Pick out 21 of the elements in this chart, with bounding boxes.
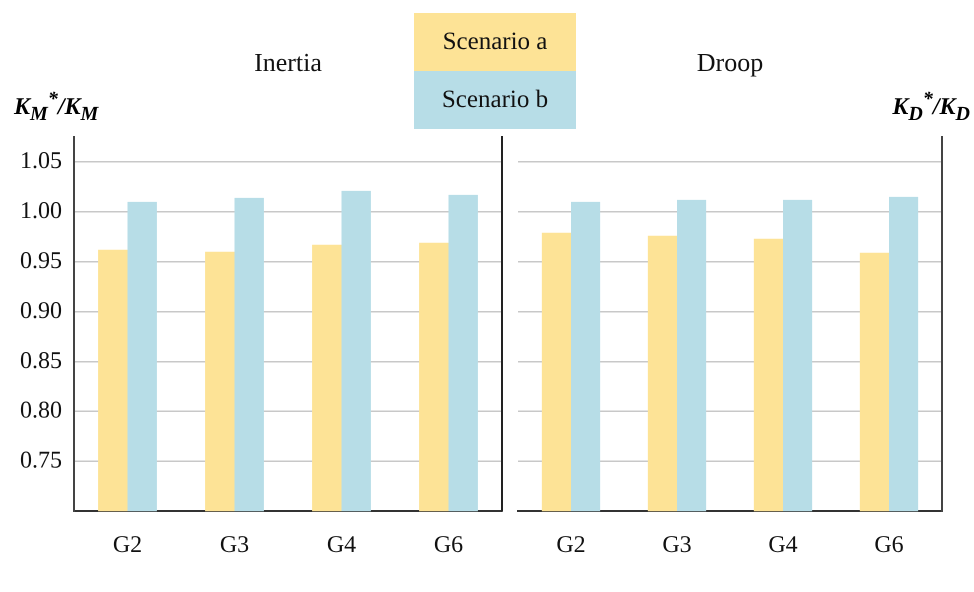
- x-tick-label: G2: [112, 532, 142, 558]
- y-tick-label: 0.90: [20, 298, 62, 324]
- y-axis-title: K$_{D}$$^{*}$/K$_{D}$: [892, 88, 970, 126]
- y-tick-label: 1.05: [20, 148, 62, 174]
- x-tick-label: G2: [556, 532, 586, 558]
- text: Scenario b: [414, 71, 576, 129]
- x-tick-label: G3: [662, 532, 692, 558]
- y-tick-label: 0.75: [20, 448, 62, 474]
- chart-title: Inertia: [254, 48, 322, 78]
- text: Scenario a: [414, 13, 576, 71]
- chart-title: Droop: [696, 48, 764, 78]
- y-tick-label: 1.00: [20, 198, 62, 224]
- x-tick-label: G3: [220, 532, 250, 558]
- x-tick-label: G4: [768, 532, 798, 558]
- x-tick-label: G6: [434, 532, 464, 558]
- y-tick-label: 0.80: [20, 398, 62, 424]
- x-tick-label: G4: [326, 532, 356, 558]
- y-tick-label: 0.95: [20, 248, 62, 274]
- x-tick-label: G6: [874, 532, 904, 558]
- y-axis-title: K$_{M}$$^{*}$/K$_{M}$: [14, 88, 98, 126]
- y-tick-label: 0.85: [20, 348, 62, 374]
